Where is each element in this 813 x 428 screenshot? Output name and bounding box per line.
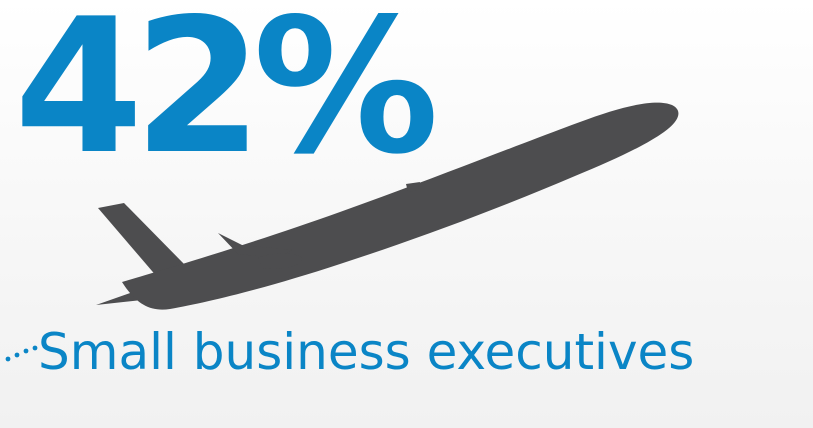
caption-text: Small business executives <box>38 323 695 381</box>
statistic-value: 42% <box>14 0 439 195</box>
